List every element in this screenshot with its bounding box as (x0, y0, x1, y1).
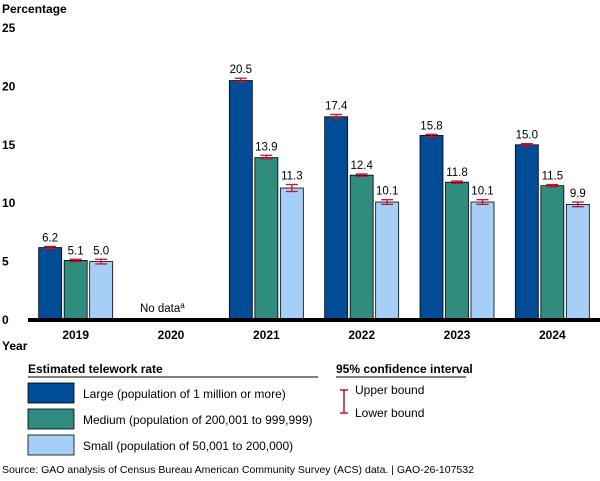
error-bar (546, 183, 559, 188)
legend-swatch (27, 408, 75, 430)
error-bar (330, 113, 343, 119)
ci-upper-label: Upper bound (355, 383, 424, 397)
error-bar (520, 142, 533, 147)
x-axis-ticks: 2019 2020 2021 2022 2023 2024 (62, 328, 566, 342)
x-axis-title: Year (2, 339, 28, 353)
bar (38, 247, 63, 321)
no-data-superscript: a (180, 301, 185, 310)
x-tick-label: 2019 (62, 328, 89, 342)
y-tick-label: 5 (2, 255, 9, 269)
no-data-text: No data (140, 303, 181, 315)
x-tick-label: 2024 (539, 328, 566, 342)
ci-lower-label: Lower bound (355, 406, 424, 420)
bar (445, 181, 469, 321)
source-note: Source: GAO analysis of Census Bureau Am… (2, 464, 474, 476)
bar (89, 261, 114, 321)
error-bars (44, 77, 584, 265)
x-tick-label: 2021 (253, 328, 280, 342)
error-bar (260, 154, 273, 160)
data-label: 11.8 (446, 167, 468, 179)
x-tick-label: 2020 (158, 328, 185, 342)
error-bar (95, 258, 108, 265)
bar (228, 80, 253, 321)
error-bar (425, 133, 438, 138)
legend-title: Estimated telework rate (28, 362, 163, 376)
y-tick-label: 10 (2, 196, 16, 210)
x-tick-label: 2023 (444, 328, 471, 342)
data-label: 12.4 (350, 160, 373, 172)
bar (349, 174, 374, 321)
data-label: 15.8 (420, 120, 442, 132)
legend-label: Small (population of 50,001 to 200,000) (83, 439, 293, 453)
error-bar (285, 183, 298, 193)
bar (565, 203, 590, 321)
x-tick-label: 2022 (348, 328, 375, 342)
data-label: 10.1 (376, 186, 398, 198)
error-bar (381, 199, 394, 206)
y-tick-label: 20 (2, 79, 16, 93)
ci-legend-title: 95% confidence interval (336, 362, 473, 376)
data-label: 11.3 (281, 171, 303, 183)
bar-series (38, 80, 590, 321)
legend-swatch (27, 434, 75, 456)
y-axis-title: Percentage (2, 2, 67, 16)
legend-label: Large (population of 1 million or more) (83, 387, 286, 401)
data-label: 15.0 (516, 130, 538, 142)
data-label: 6.2 (42, 232, 58, 244)
bar (514, 144, 539, 321)
error-bar (234, 77, 247, 83)
y-axis-ticks: 0 5 10 15 20 25 (2, 21, 16, 327)
data-label: 17.4 (325, 100, 348, 112)
y-tick-label: 0 (2, 313, 9, 327)
error-bar (69, 258, 82, 263)
legend: Estimated telework rate Large (populatio… (27, 362, 473, 456)
error-bar (476, 199, 489, 206)
data-label: 20.5 (230, 64, 252, 76)
legend-label: Medium (population of 200,001 to 999,999… (83, 413, 313, 427)
bar (375, 201, 400, 321)
error-bar (451, 180, 463, 184)
data-label: 9.9 (570, 188, 586, 200)
data-label: 11.5 (542, 171, 564, 183)
y-tick-label: 15 (2, 138, 16, 152)
legend-swatch (27, 382, 75, 404)
bar (63, 260, 88, 321)
bar (279, 187, 304, 321)
data-label: 10.1 (471, 186, 493, 198)
data-label: 5.1 (68, 245, 84, 257)
value-labels: 6.2 5.1 5.0 20.5 13.9 11.3 17.4 12.4 10.1 15.8 11.… (42, 64, 586, 257)
error-bar (44, 245, 57, 250)
no-data-note: No dataa (140, 301, 185, 315)
bar (419, 135, 444, 321)
ci-legend-icon (340, 389, 348, 414)
data-label: 13.9 (255, 141, 277, 153)
bar (254, 157, 279, 321)
error-bar (355, 173, 368, 177)
bar (324, 116, 349, 321)
error-bar (571, 201, 584, 208)
bar (540, 185, 565, 321)
legend-items: Large (population of 1 million or more) M… (27, 382, 313, 456)
data-label: 5.0 (93, 245, 109, 257)
bar (470, 201, 495, 321)
y-tick-label: 25 (2, 21, 16, 35)
